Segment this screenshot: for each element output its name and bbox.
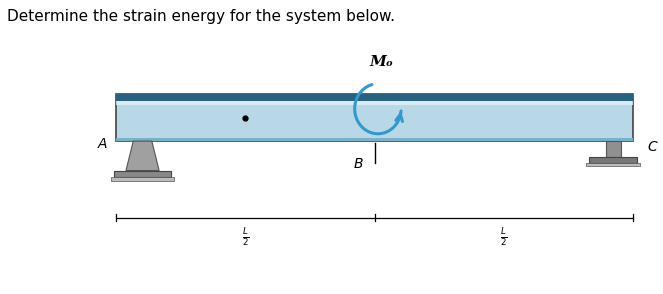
Text: $\frac{L}{2}$: $\frac{L}{2}$: [500, 226, 508, 248]
Polygon shape: [114, 171, 170, 177]
Polygon shape: [606, 141, 621, 157]
Text: Mₒ: Mₒ: [369, 55, 393, 69]
Text: C: C: [647, 140, 657, 154]
Text: $\frac{L}{2}$: $\frac{L}{2}$: [241, 226, 249, 248]
Polygon shape: [111, 177, 174, 181]
Text: B: B: [353, 157, 363, 171]
Polygon shape: [116, 94, 633, 141]
Polygon shape: [586, 163, 640, 166]
Polygon shape: [116, 138, 633, 141]
Polygon shape: [126, 141, 159, 171]
Polygon shape: [116, 94, 633, 101]
Text: Determine the strain energy for the system below.: Determine the strain energy for the syst…: [7, 9, 394, 24]
Polygon shape: [116, 101, 633, 105]
Polygon shape: [589, 157, 637, 163]
Text: A: A: [97, 137, 107, 151]
